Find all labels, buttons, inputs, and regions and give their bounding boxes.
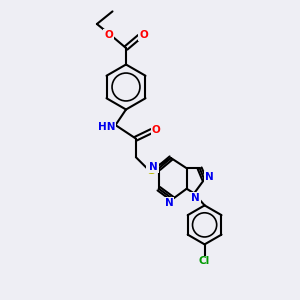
Text: N: N: [191, 193, 200, 203]
Text: S: S: [147, 166, 155, 176]
Text: HN: HN: [98, 122, 115, 132]
Text: N: N: [165, 198, 173, 208]
Text: O: O: [152, 124, 160, 135]
Text: N: N: [149, 162, 158, 172]
Text: N: N: [205, 172, 214, 182]
Text: Cl: Cl: [199, 256, 210, 266]
Text: O: O: [104, 30, 113, 40]
Text: O: O: [139, 30, 148, 40]
